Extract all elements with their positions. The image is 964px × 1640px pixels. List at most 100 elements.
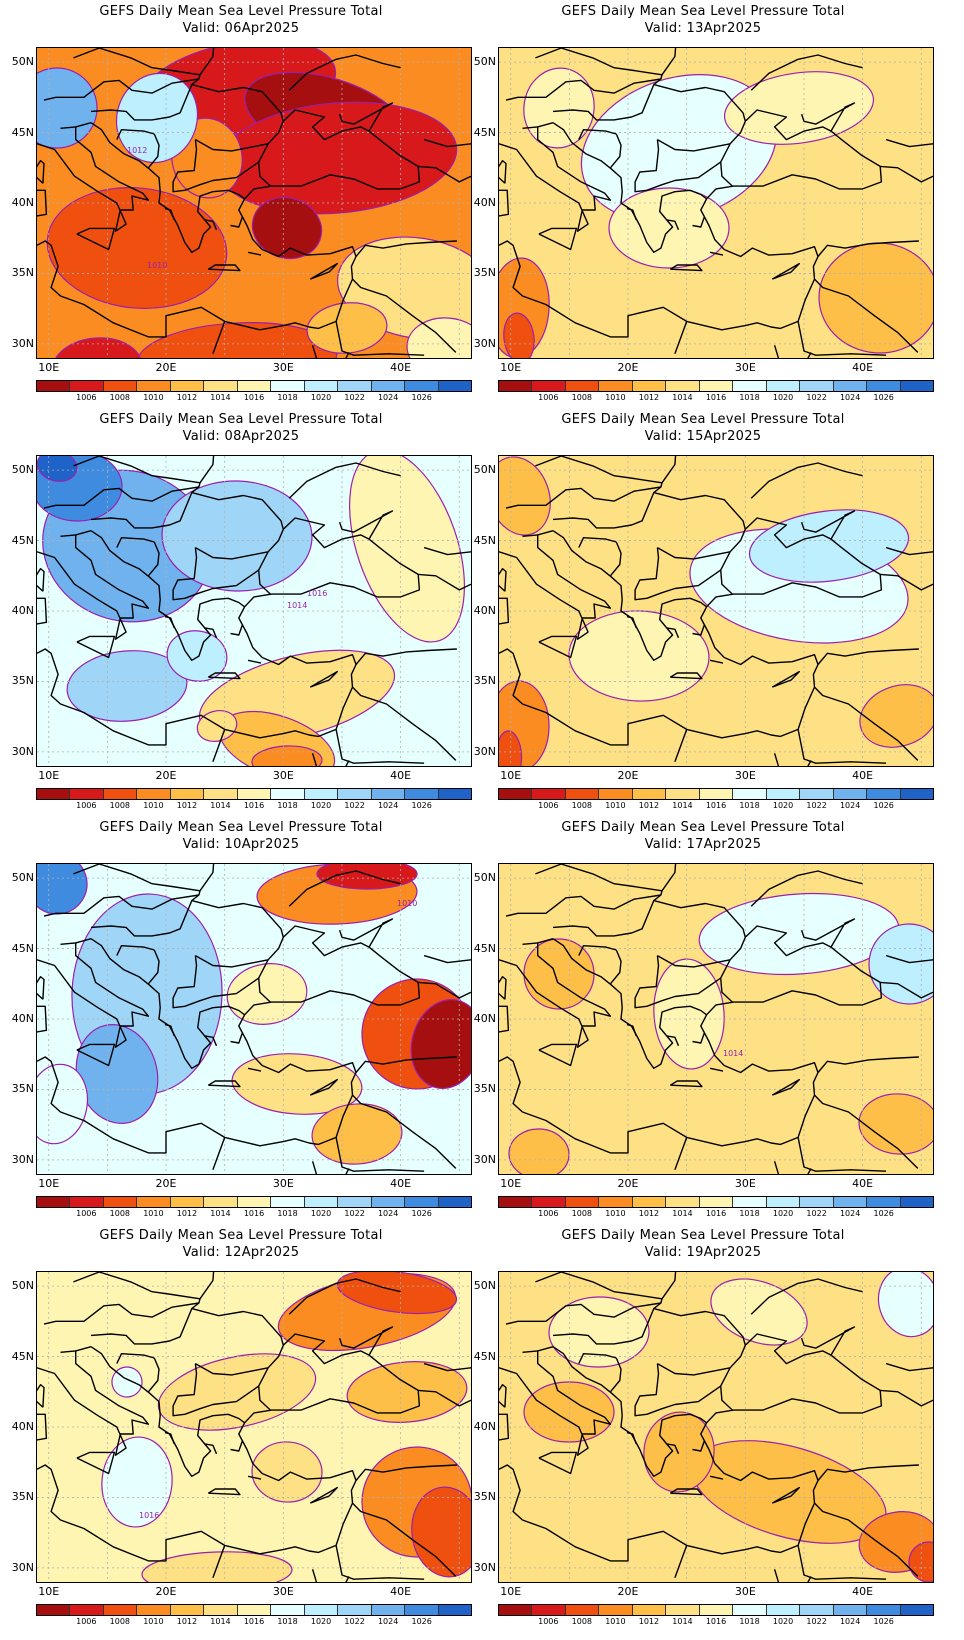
colorbar-labels: 1006 1008 1010 1012 1014 1016 1018 1020 1022 1024… bbox=[36, 393, 472, 405]
colorbar-swatch bbox=[599, 1197, 633, 1207]
coastline bbox=[76, 227, 116, 251]
colorbar-label: 1020 bbox=[310, 1209, 332, 1218]
pressure-contour-region bbox=[46, 186, 228, 310]
colorbar-swatch bbox=[338, 1197, 372, 1207]
colorbar-label: 1006 bbox=[538, 393, 559, 402]
colorbar-label: 1020 bbox=[772, 1617, 794, 1626]
colorbar-swatch bbox=[371, 381, 406, 391]
colorbar bbox=[498, 1196, 934, 1208]
lon-label: 10E bbox=[38, 1585, 60, 1598]
coastline bbox=[247, 659, 262, 664]
lon-label: 10E bbox=[500, 361, 522, 374]
colorbar-label: 1014 bbox=[672, 801, 693, 810]
coastline bbox=[207, 1080, 241, 1088]
forecast-panel: GEFS Daily Mean Sea Level Pressure Total… bbox=[0, 408, 482, 818]
coastline bbox=[674, 321, 688, 355]
coastline bbox=[164, 207, 175, 221]
coastline bbox=[172, 547, 260, 601]
colorbar-label: 1014 bbox=[210, 1209, 231, 1218]
coastline bbox=[797, 1545, 887, 1580]
coastline bbox=[116, 1352, 155, 1364]
coastline bbox=[522, 1350, 538, 1353]
colorbar-swatch bbox=[699, 789, 734, 799]
map-canvas: 1014 bbox=[499, 864, 933, 1174]
colorbar-swatch bbox=[137, 1197, 171, 1207]
colorbar-swatch bbox=[632, 1605, 667, 1615]
colorbar bbox=[36, 1196, 472, 1208]
lat-label: 35N bbox=[11, 674, 34, 688]
map-canvas bbox=[499, 1272, 933, 1582]
colorbar bbox=[36, 788, 472, 800]
lat-label: 40N bbox=[11, 1420, 34, 1433]
coastline bbox=[817, 648, 919, 665]
coastline bbox=[653, 491, 746, 530]
map-canvas bbox=[499, 48, 933, 358]
colorbar-swatch bbox=[170, 789, 205, 799]
coastline bbox=[771, 1486, 800, 1504]
lat-label: 30N bbox=[11, 744, 34, 758]
pressure-contour-region bbox=[859, 684, 933, 748]
panel-valid-date: Valid: 10Apr2025 bbox=[182, 837, 300, 852]
coastline bbox=[657, 954, 731, 968]
colorbar-labels: 1006 1008 1010 1012 1014 1016 1018 1020 1022 1024… bbox=[36, 1209, 472, 1221]
colorbar-swatch bbox=[37, 381, 71, 391]
coastline bbox=[37, 189, 48, 217]
colorbar-label: 1012 bbox=[638, 1617, 660, 1626]
coastline bbox=[634, 547, 722, 601]
colorbar-swatch bbox=[304, 789, 339, 799]
colorbar-swatch bbox=[565, 1197, 600, 1207]
coastline bbox=[37, 159, 45, 184]
coastline bbox=[609, 541, 622, 577]
colorbar-label: 1022 bbox=[344, 393, 365, 402]
map-canvas: 1016 bbox=[37, 1272, 471, 1582]
pressure-contour-region bbox=[548, 1296, 650, 1368]
coastline bbox=[418, 165, 471, 183]
colorbar-swatch bbox=[103, 789, 138, 799]
pressure-contour-region bbox=[723, 71, 875, 145]
forecast-panel: GEFS Daily Mean Sea Level Pressure Total… bbox=[0, 816, 482, 1226]
lat-label: 45N bbox=[11, 533, 34, 547]
contour-label: 1010 bbox=[147, 261, 167, 270]
colorbar-labels: 1006 1008 1010 1012 1014 1016 1018 1020 1022 1024… bbox=[498, 1617, 934, 1629]
lat-label: 40N bbox=[473, 1012, 496, 1025]
pressure-contour-region bbox=[499, 456, 551, 536]
colorbar-swatch bbox=[170, 381, 205, 391]
coastline bbox=[37, 530, 150, 640]
contour-label: 1014 bbox=[287, 601, 307, 610]
coastline bbox=[522, 534, 538, 537]
coastline bbox=[73, 48, 215, 76]
colorbar-label: 1006 bbox=[76, 1617, 97, 1626]
lat-label: 45N bbox=[11, 941, 34, 955]
coastline bbox=[813, 1502, 919, 1577]
coastline bbox=[674, 1137, 688, 1171]
colorbar-swatch bbox=[833, 1605, 868, 1615]
coastline bbox=[538, 635, 578, 659]
coastline bbox=[634, 1363, 722, 1417]
colorbar-swatch bbox=[338, 381, 372, 391]
colorbar-label: 1008 bbox=[109, 1617, 131, 1626]
coastline bbox=[355, 1464, 457, 1481]
coastline bbox=[335, 321, 425, 356]
colorbar-label: 1024 bbox=[377, 1617, 399, 1626]
coastline bbox=[880, 1389, 933, 1407]
lon-label: 10E bbox=[500, 1585, 522, 1598]
lat-label: 50N bbox=[11, 463, 34, 477]
lon-label: 30E bbox=[272, 769, 294, 782]
colorbar-swatch bbox=[237, 789, 272, 799]
coastline bbox=[499, 530, 612, 640]
colorbar-label: 1008 bbox=[571, 1209, 593, 1218]
colorbar-label: 1020 bbox=[310, 393, 332, 402]
coastline bbox=[692, 216, 705, 228]
coastline bbox=[653, 1307, 746, 1346]
pressure-contour-region bbox=[348, 456, 466, 643]
colorbar-swatch bbox=[565, 381, 600, 391]
coastline bbox=[709, 659, 724, 664]
coastline bbox=[692, 624, 705, 636]
colorbar-swatch bbox=[766, 789, 801, 799]
colorbar-swatch bbox=[37, 789, 71, 799]
coastline bbox=[195, 138, 269, 152]
colorbar-label: 1018 bbox=[739, 1617, 760, 1626]
colorbar-swatch bbox=[800, 1605, 834, 1615]
colorbar-swatch bbox=[766, 381, 801, 391]
coastline bbox=[247, 1067, 262, 1072]
